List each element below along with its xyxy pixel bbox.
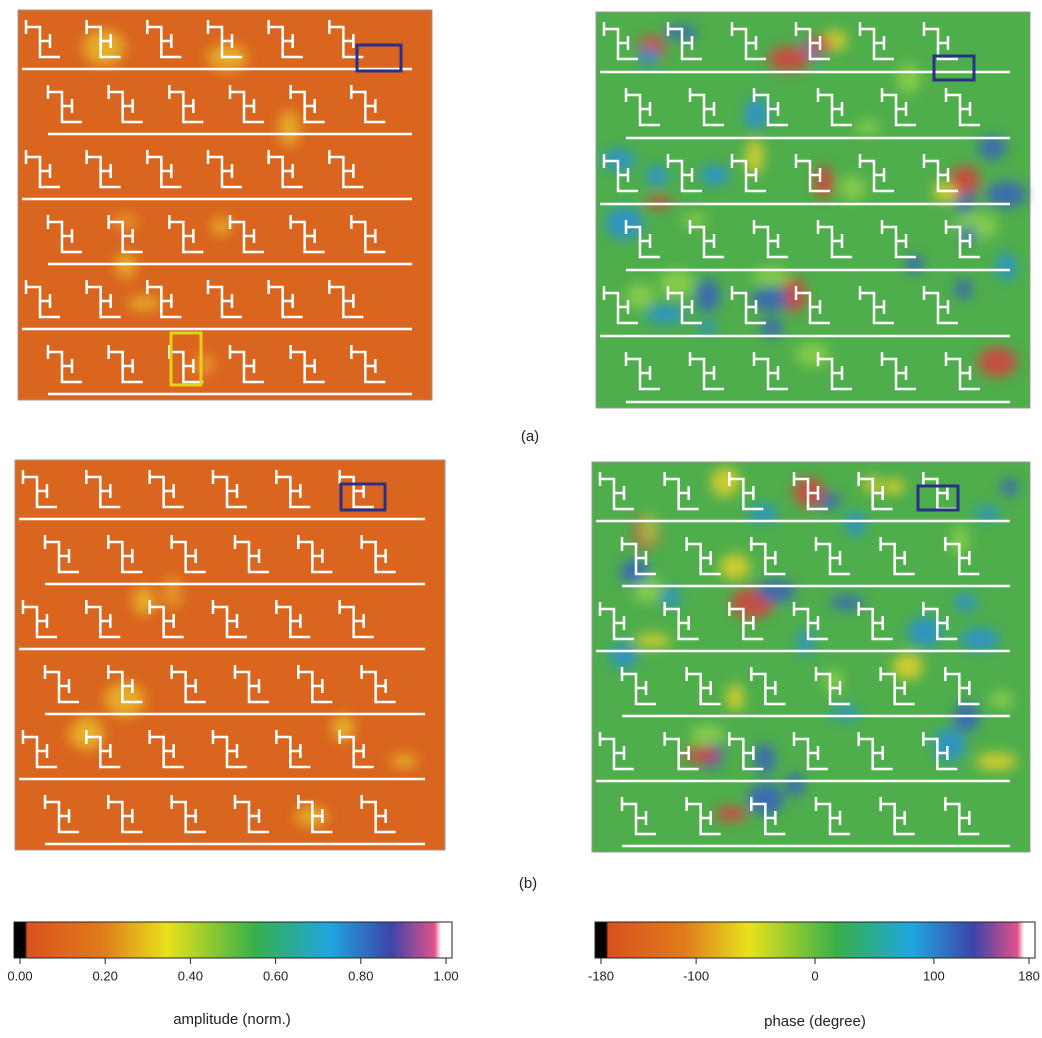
map-spot [977,347,1017,377]
phase-colorbar [595,922,1035,958]
map-spot [839,176,866,201]
colorbar-tick-label: 180 [1018,968,1040,983]
map-spot [605,207,644,239]
map-spot [726,684,744,711]
map-spot [279,110,300,146]
map-spot [768,46,811,71]
map-spot [975,753,1017,770]
map-spot [744,99,768,130]
map-spot [978,136,1006,160]
map-spot [212,217,231,235]
map-spot [133,586,155,616]
map-spot [625,283,654,308]
map-spot [974,506,1000,520]
map-spot [786,773,805,797]
map-spot [695,279,720,313]
map-spot [831,706,861,720]
figure: (a) (b) amplitude (norm.) phase (degree)… [0,0,1042,1033]
colorbar-tick-label: 0.20 [93,968,118,983]
colorbar-label: amplitude (norm.) [173,1011,291,1028]
map-spot [761,317,782,337]
map-spot [390,754,418,768]
map-spot [855,120,881,134]
map-spot [990,691,1013,709]
map-spot [104,682,145,717]
colorbar-tick-label: 0 [811,968,818,983]
map-spot [954,594,977,612]
panel-label: (b) [519,875,537,892]
map-spot [609,643,637,668]
map-spot [892,653,923,680]
map-spot [641,514,657,544]
map-spot [162,575,182,609]
colorbar-tick-label: 100 [923,968,945,983]
map-spot [720,554,751,580]
map-spot [682,214,707,227]
colorbar-tick-label: -180 [588,968,614,983]
map-spot [960,628,1000,651]
map-spot [715,806,748,821]
map-spot [645,196,673,208]
map-spot [1001,478,1018,495]
colorbar-tick-label: 0.60 [263,968,288,983]
map-spot [795,343,830,366]
map-spot [711,467,740,496]
colorbar-tick-label: -100 [683,968,709,983]
map-spot [897,64,921,94]
map-spot [955,279,972,300]
colorbar-tick-label: 0.40 [178,968,203,983]
panel-label: (a) [521,428,539,445]
map-spot [634,634,671,648]
map-spot [83,30,125,65]
colorbar-label: phase (degree) [764,1013,866,1030]
map-spot [645,305,686,323]
map-spot [996,252,1016,280]
map-spot [691,724,725,746]
colorbar-tick-label: 0.00 [7,968,32,983]
amplitude-colorbar [14,922,452,958]
map-spot [882,479,905,494]
map-spot [844,512,867,535]
map-spot [814,165,833,199]
colorbar-tick-label: 1.00 [433,968,458,983]
map-spot [646,165,668,186]
map-spot [745,140,763,174]
map-spot [127,297,161,311]
map-spot [638,47,659,66]
colorbar-tick-label: 0.80 [348,968,373,983]
map-spot [193,353,214,375]
map-spot [700,165,730,185]
map-spot [757,580,796,603]
